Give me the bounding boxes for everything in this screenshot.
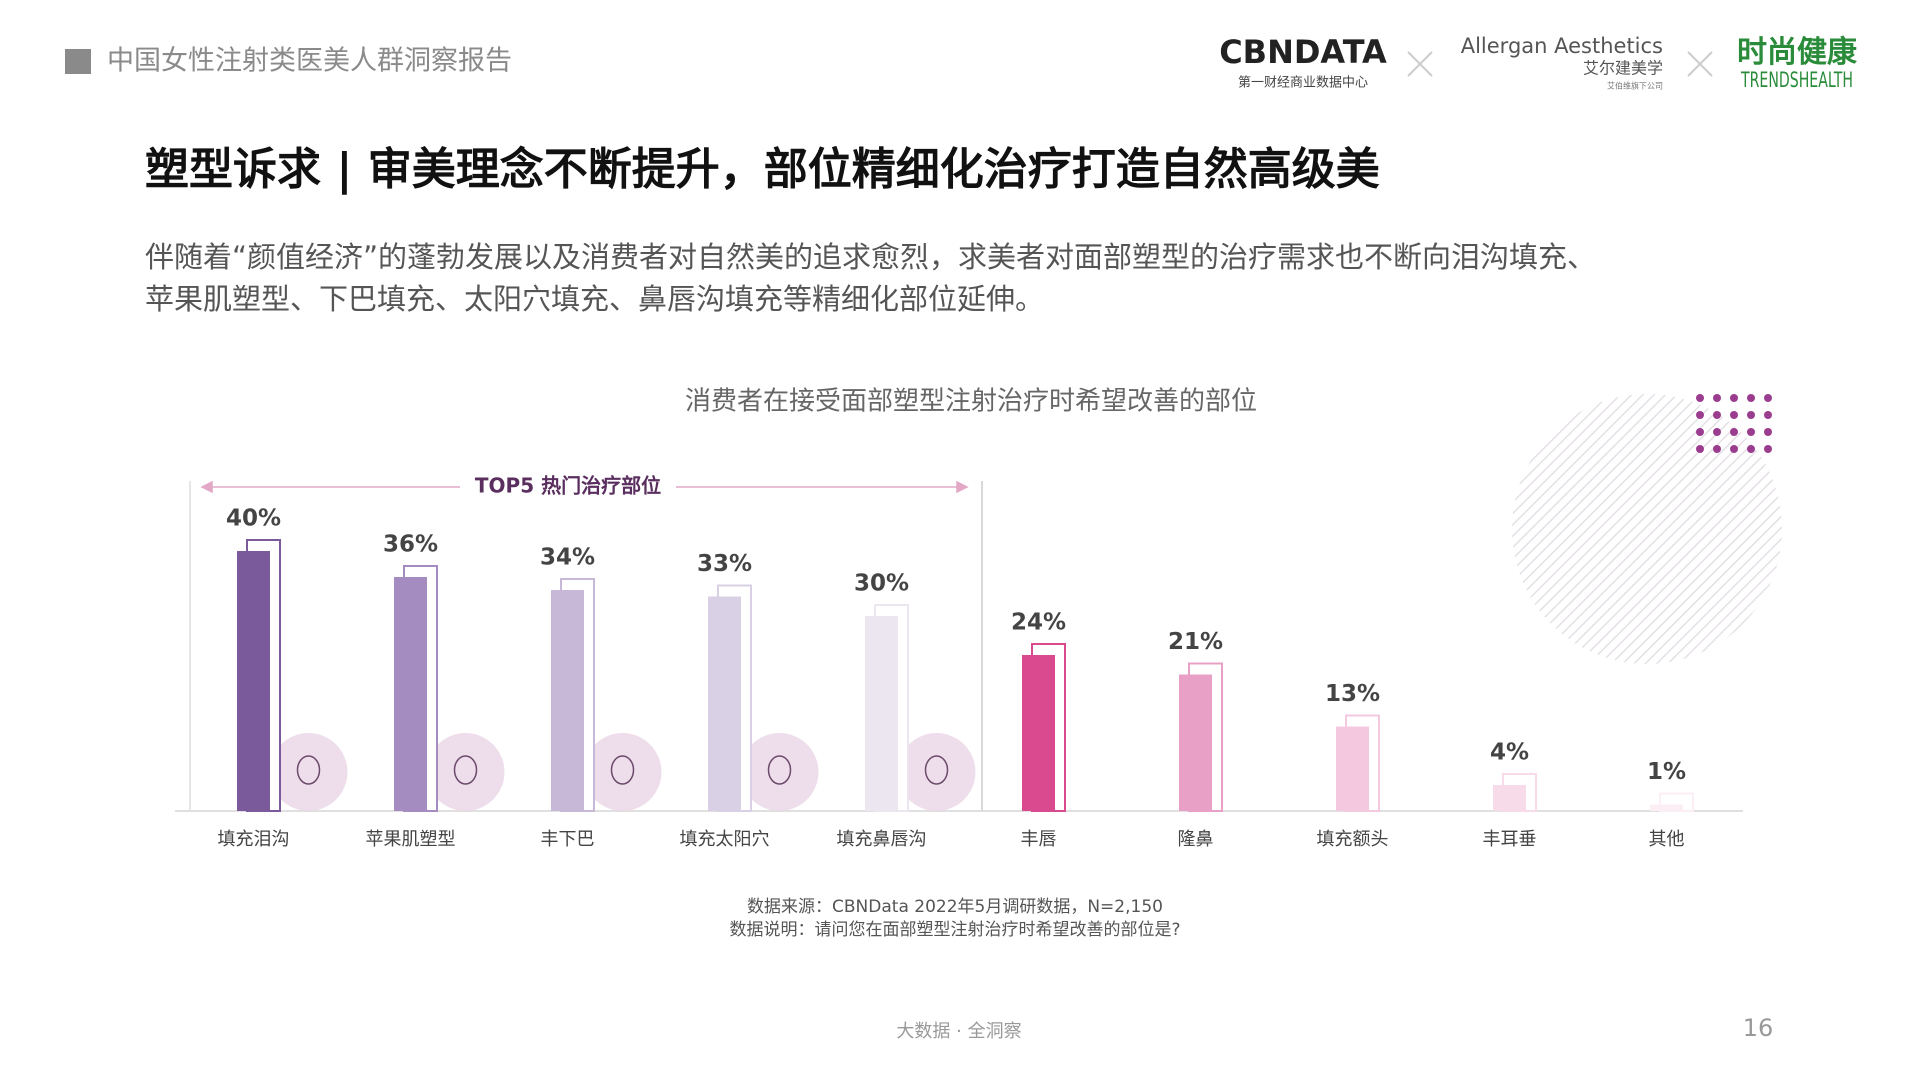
decor-dot [1696, 428, 1704, 436]
decor-dot [1764, 394, 1772, 402]
face-icon-outline [296, 755, 321, 785]
value-label: 34% [540, 545, 595, 571]
decor-dot [1747, 394, 1755, 402]
decor-circle [1512, 394, 1782, 664]
bar [708, 596, 741, 811]
value-label: 24% [1011, 610, 1066, 636]
value-label: 21% [1168, 629, 1223, 655]
decor-dot [1713, 428, 1721, 436]
bar [1493, 785, 1526, 811]
value-label: 13% [1325, 681, 1380, 707]
decor-dot [1696, 445, 1704, 453]
page-number: 16 [1743, 1014, 1774, 1042]
bar [1022, 655, 1055, 811]
face-icon-outline [767, 755, 792, 785]
headline: 塑型诉求 | 审美理念不断提升，部位精细化治疗打造自然高级美 [145, 144, 1380, 195]
top5-arrow [200, 480, 969, 494]
value-label: 30% [854, 571, 909, 597]
value-label: 36% [383, 532, 438, 558]
bar [237, 551, 270, 811]
decor-dot [1730, 394, 1738, 402]
face-icon [740, 733, 819, 811]
value-label: 33% [697, 551, 752, 577]
x-tick-label: 填充鼻唇沟 [837, 829, 927, 850]
logo-allergan-sub: 艾伯维旗下公司 [1607, 81, 1663, 91]
decor-dot [1747, 428, 1755, 436]
x-tick-label: 隆鼻 [1178, 829, 1214, 850]
footer-slogan: 大数据 · 全洞察 [896, 1021, 1021, 1042]
value-label: 4% [1490, 740, 1529, 766]
x-tick-label: 填充太阳穴 [680, 829, 770, 850]
logo-trends-cn: 时尚健康 [1737, 35, 1858, 70]
logo-trends-en: TRENDSHEALTH [1740, 68, 1853, 92]
decor-dot [1696, 411, 1704, 419]
x-tick-label: 丰唇 [1021, 829, 1057, 850]
x-tick-label: 丰耳垂 [1483, 829, 1537, 850]
face-icon-outline [924, 755, 949, 785]
decor-dot [1730, 445, 1738, 453]
source-note: 数据说明：请问您在面部塑型注射治疗时希望改善的部位是? [729, 920, 1180, 940]
decor-dot [1696, 394, 1704, 402]
chart-title: 消费者在接受面部塑型注射治疗时希望改善的部位 [685, 387, 1257, 417]
decor-dot [1713, 445, 1721, 453]
bar [1179, 674, 1212, 811]
decor-dot [1764, 445, 1772, 453]
bar [1336, 726, 1369, 811]
logo-cbn: CBNDATA [1219, 33, 1387, 71]
bars: 40% 填充泪沟 36% 苹果肌塑型 34% 丰下巴 33% 填充太阳穴 30% 填充鼻唇沟 24%… [218, 506, 1694, 850]
x-tick-label: 其他 [1649, 829, 1685, 850]
top5-label: TOP5 热门治疗部位 [475, 474, 661, 498]
bar [1650, 804, 1683, 811]
bar [865, 616, 898, 811]
bar [551, 590, 584, 811]
face-icon-outline [610, 755, 635, 785]
paragraph-line: 伴随着“颜值经济”的蓬勃发展以及消费者对自然美的追求愈烈，求美者对面部塑型的治疗… [145, 240, 1596, 274]
logo-separator [1407, 51, 1713, 77]
face-icon [269, 733, 348, 811]
bar [394, 577, 427, 811]
face-icon-outline [453, 755, 478, 785]
x-tick-label: 苹果肌塑型 [366, 829, 456, 850]
decor-dot [1713, 394, 1721, 402]
logo-cbn-sub: 第一财经商业数据中心 [1238, 76, 1368, 91]
face-icon [426, 733, 505, 811]
decor-dot [1764, 428, 1772, 436]
header-mark [65, 49, 91, 74]
decor-dots [1696, 394, 1772, 453]
value-label: 1% [1647, 759, 1686, 785]
value-label: 40% [226, 506, 281, 532]
decor-dot [1713, 411, 1721, 419]
logo-allergan: Allergan Aesthetics [1461, 34, 1663, 58]
x-tick-label: 丰下巴 [541, 829, 595, 850]
logo-allergan-cn: 艾尔建美学 [1583, 59, 1663, 78]
decor-dot [1747, 411, 1755, 419]
decor-dot [1730, 411, 1738, 419]
decor-dot [1764, 411, 1772, 419]
source-note: 数据来源：CBNData 2022年5月调研数据，N=2,150 [747, 897, 1163, 917]
face-icon [897, 733, 976, 811]
decor-dot [1730, 428, 1738, 436]
report-title: 中国女性注射类医美人群洞察报告 [107, 46, 512, 77]
decor-dot [1747, 445, 1755, 453]
x-tick-label: 填充额头 [1317, 829, 1389, 850]
x-tick-label: 填充泪沟 [218, 829, 290, 850]
face-icon [583, 733, 662, 811]
paragraph-line: 苹果肌塑型、下巴填充、太阳穴填充、鼻唇沟填充等精细化部位延伸。 [145, 282, 1044, 316]
